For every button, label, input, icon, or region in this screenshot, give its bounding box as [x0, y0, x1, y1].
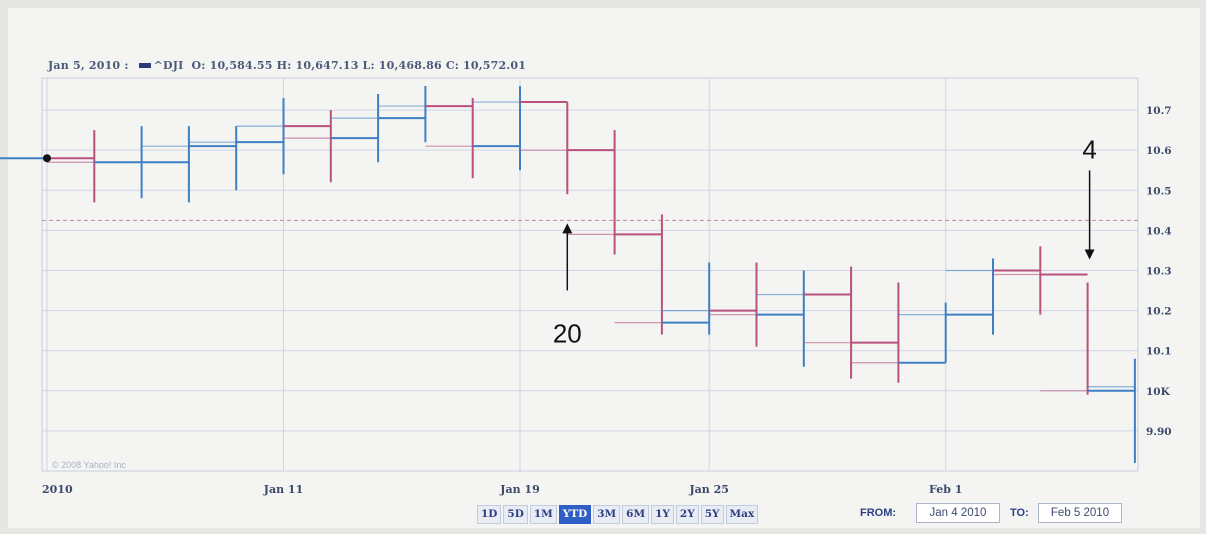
y-tick-label: 10.6 [1146, 145, 1172, 157]
quote-low: L: 10,468.86 [362, 59, 442, 72]
ohlc-bar [425, 98, 474, 179]
ohlc-bar [378, 86, 427, 143]
from-date-field[interactable]: Jan 4 2010 [916, 503, 1000, 523]
ohlc-bar [851, 282, 900, 383]
y-tick-label: 10K [1146, 386, 1171, 398]
y-tick-label: 10.7 [1146, 105, 1172, 117]
ohlc-bar [283, 110, 332, 183]
ohlc-bar [236, 98, 285, 175]
x-tick-label: Jan 25 [688, 483, 728, 496]
range-button-5d[interactable]: 5D [503, 505, 528, 524]
ohlc-bar [898, 302, 947, 364]
range-button-2y[interactable]: 2Y [675, 505, 699, 524]
ohlc-bar [1087, 358, 1136, 463]
ohlc-bar [188, 126, 238, 191]
ohlc-bar [803, 266, 853, 379]
range-button-6m[interactable]: 6M [622, 505, 650, 524]
annotation-label: 4 [1082, 134, 1096, 164]
to-label: TO: [1010, 507, 1029, 519]
quote-open: O: 10,584.55 [191, 59, 273, 72]
y-tick-label: 10.2 [1146, 306, 1172, 318]
quote-date: Jan 5, 2010 : [48, 59, 129, 72]
y-tick-label: 10.1 [1146, 346, 1172, 358]
x-tick-label: Feb 1 [929, 483, 962, 496]
start-marker [43, 154, 51, 163]
x-tick-label: 2010 [42, 483, 73, 496]
quote-symbol: ^DJI [153, 59, 184, 72]
ohlc-bar [472, 86, 521, 171]
ohlc-bar [47, 130, 96, 203]
annotation: 4 [1082, 134, 1097, 260]
ohlc-bar [614, 214, 663, 335]
series-swatch [138, 63, 151, 68]
ohlc-bar [993, 246, 1042, 315]
range-button-1d[interactable]: 1D [477, 505, 502, 524]
range-button-3m[interactable]: 3M [593, 505, 621, 524]
range-button-1m[interactable]: 1M [529, 505, 557, 524]
quote-info-line: Jan 5, 2010 : ^DJI O: 10,584.55 H: 10,647.… [48, 59, 530, 72]
ohlc-bar [756, 270, 805, 367]
annotation-label: 20 [553, 318, 582, 348]
ohlc-bar [141, 126, 190, 203]
range-button-max[interactable]: Max [725, 505, 759, 524]
copyright-text: © 2008 Yahoo! Inc [52, 460, 126, 470]
ohlc-bar [661, 262, 711, 335]
from-label: FROM: [860, 507, 897, 519]
ohlc-bar [330, 94, 380, 163]
range-button-ytd[interactable]: YTD [558, 505, 592, 524]
range-button-bar: 1D 5D 1M YTD 3M 6M 1Y 2Y 5Y Max [477, 505, 759, 524]
plot-area [41, 77, 1139, 472]
to-date-field[interactable]: Feb 5 2010 [1038, 503, 1122, 523]
range-button-1y[interactable]: 1Y [651, 505, 674, 524]
y-tick-label: 10.4 [1146, 225, 1172, 237]
y-tick-label: 9.90 [1146, 426, 1172, 438]
x-tick-label: Jan 11 [263, 483, 303, 496]
ohlc-bar [0, 157, 48, 163]
range-button-5y[interactable]: 5Y [700, 505, 724, 524]
y-tick-label: 10.3 [1146, 265, 1172, 277]
ohlc-bar [1040, 273, 1089, 395]
ohlc-bar [520, 101, 569, 195]
quote-high: H: 10,647.13 [276, 59, 359, 72]
ohlc-bar [709, 262, 758, 347]
quote-close: C: 10,572.01 [445, 59, 527, 72]
y-tick-label: 10.5 [1146, 185, 1172, 197]
x-tick-label: Jan 19 [499, 483, 539, 496]
annotation: 20 [553, 223, 582, 348]
